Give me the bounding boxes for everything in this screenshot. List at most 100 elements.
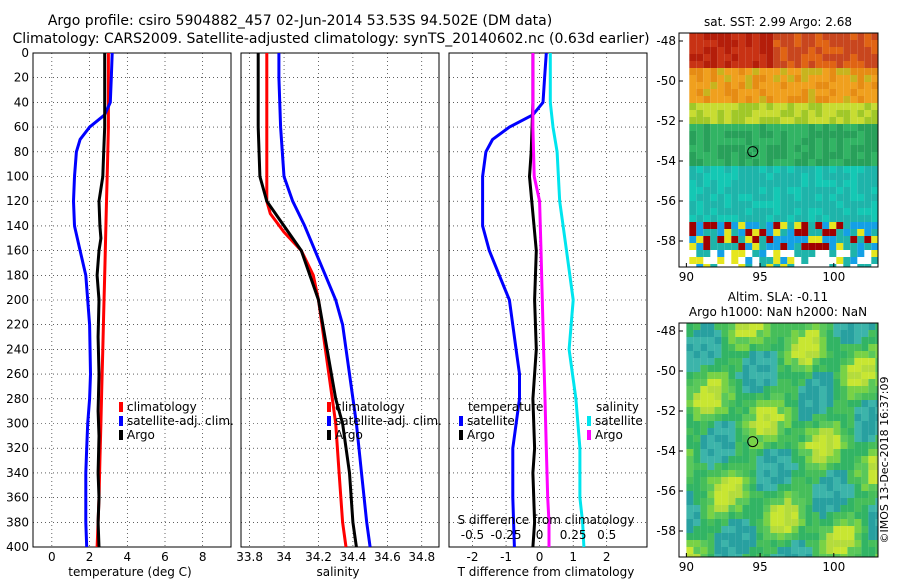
m2-cell [763,498,771,505]
m2-cell [833,554,841,557]
m2-cell [826,414,834,421]
m1-cell [829,117,837,124]
m2-cell [861,456,869,463]
m1-cell [759,222,767,229]
m2-cell [700,477,708,484]
m1-cell [822,138,830,145]
m2-cell [798,330,806,337]
m2-cell [707,491,715,498]
m1-cell [759,180,767,187]
m1-cell [829,110,837,117]
m2-ytick: -48 [656,324,676,338]
m2-cell [700,421,708,428]
m2-cell [770,407,778,414]
m2-cell [847,421,855,428]
m2-cell [735,344,743,351]
m1-cell [759,40,767,47]
m2-cell [749,435,757,442]
m2-cell [770,393,778,400]
m1-cell [752,61,760,68]
m2-cell [763,358,771,365]
m2-cell [791,344,799,351]
m1-cell [759,215,767,222]
m2-cell [721,526,729,533]
m1-cell [696,166,704,173]
m2-cell [868,547,876,554]
m1-cell [731,103,739,110]
m2-cell [700,330,708,337]
m1-cell [871,194,878,201]
m1-cell [864,54,872,61]
m2-cell [854,379,862,386]
t-difference-xtick: 2 [603,550,611,564]
m2-cell [700,526,708,533]
salinity-xtick: 34.2 [305,550,332,564]
m2-cell [721,323,729,330]
salinity-series-climatology [265,53,348,548]
m1-cell [703,89,711,96]
m2-cell [749,386,757,393]
m1-cell [717,187,725,194]
m1-cell [850,250,858,257]
m2-cell [763,379,771,386]
m1-cell [710,96,718,103]
m2-cell [742,421,750,428]
depth-ytick: 180 [6,268,29,282]
m1-cell [752,103,760,110]
m1-cell [689,124,697,131]
m1-cell [745,33,753,40]
m1-cell [801,138,809,145]
m1-cell [871,117,878,124]
m2-cell [714,540,722,547]
m2-cell [847,519,855,526]
m2-cell [847,428,855,435]
depth-ytick: 140 [6,219,29,233]
sla-map-subtitle: Argo h1000: NaN h2000: NaN [689,305,867,319]
m1-cell [710,82,718,89]
m1-cell [843,145,851,152]
m2-cell [875,407,879,414]
m1-cell [745,117,753,124]
m2-cell [791,519,799,526]
m1-cell [864,208,872,215]
m2-cell [798,449,806,456]
m1-cell [864,201,872,208]
temperature-legend-swatch [119,430,123,440]
m2-cell [833,344,841,351]
m1-cell [745,187,753,194]
m2-cell [854,358,862,365]
m1-cell [745,61,753,68]
m2-cell [784,414,792,421]
m1-cell [836,194,844,201]
depth-ytick: 300 [6,417,29,431]
m1-xtick: 100 [822,270,845,284]
m1-cell [731,257,739,264]
m2-cell [784,330,792,337]
m2-cell [756,519,764,526]
m2-cell [798,477,806,484]
m2-cell [693,498,701,505]
m2-cell [707,323,715,330]
m2-cell [721,379,729,386]
m1-cell [815,180,823,187]
m1-cell [696,243,704,250]
m1-cell [759,187,767,194]
m1-cell [689,194,697,201]
m2-cell [791,547,799,554]
m2-cell [693,484,701,491]
m2-cell [686,407,694,414]
m1-cell [850,110,858,117]
m1-cell [794,229,802,236]
m2-cell [700,435,708,442]
m2-cell [693,358,701,365]
m2-cell [875,547,879,554]
m2-cell [693,337,701,344]
m1-cell [703,96,711,103]
m2-cell [875,414,879,421]
m1-cell [780,145,788,152]
m2-cell [833,540,841,547]
m2-cell [756,533,764,540]
m1-cell [703,33,711,40]
m1-cell [752,75,760,82]
m2-cell [700,442,708,449]
